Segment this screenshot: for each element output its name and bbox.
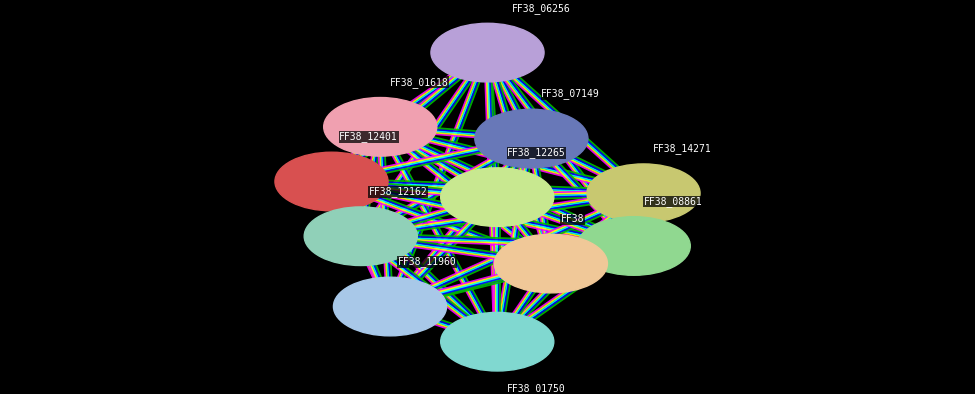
Ellipse shape — [431, 23, 544, 82]
Ellipse shape — [441, 312, 554, 371]
Ellipse shape — [324, 98, 437, 156]
Ellipse shape — [494, 234, 607, 293]
Text: FF38_12162: FF38_12162 — [369, 186, 427, 197]
Text: FF38_14271: FF38_14271 — [653, 143, 712, 154]
Ellipse shape — [275, 152, 388, 211]
Text: FF38_07149: FF38_07149 — [541, 89, 600, 99]
Ellipse shape — [577, 217, 690, 275]
Text: FF38_11960: FF38_11960 — [398, 256, 456, 268]
Ellipse shape — [441, 168, 554, 227]
Text: FF38_12401: FF38_12401 — [339, 132, 398, 143]
Text: FF38_06256: FF38_06256 — [512, 3, 570, 13]
Text: FF38_01618: FF38_01618 — [390, 77, 448, 88]
Ellipse shape — [587, 164, 700, 223]
Text: FF38_12265: FF38_12265 — [507, 147, 566, 158]
Text: FF38_08861: FF38_08861 — [644, 196, 702, 207]
Text: FF38: FF38 — [561, 214, 584, 225]
Ellipse shape — [304, 207, 417, 266]
Ellipse shape — [333, 277, 447, 336]
Text: FF38_01750: FF38_01750 — [507, 383, 566, 394]
Ellipse shape — [475, 109, 588, 168]
